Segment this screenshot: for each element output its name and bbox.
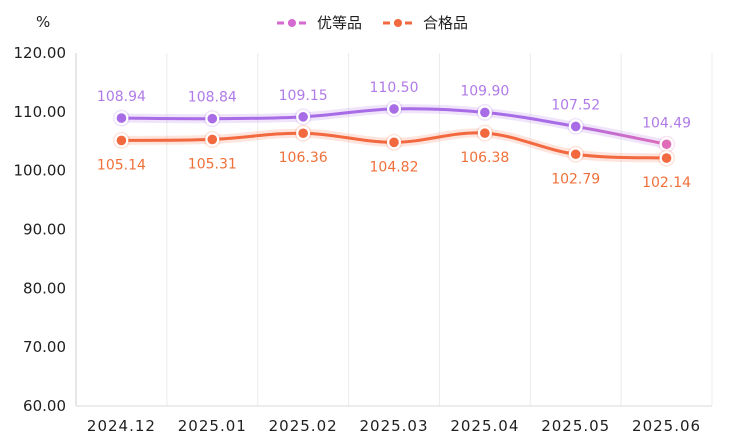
data-labels: 108.94 108.84 109.15 110.50 109.90 107.52 104.…: [97, 80, 691, 191]
y-tick-label: 80.00: [23, 279, 66, 297]
data-label: 105.31: [188, 156, 237, 172]
legend-item[interactable]: 优等品: [277, 14, 362, 32]
series: [112, 100, 676, 167]
data-label: 107.52: [551, 97, 600, 113]
data-label: 106.38: [460, 150, 509, 166]
data-label: 105.14: [97, 157, 146, 173]
data-point[interactable]: [389, 104, 399, 114]
y-tick-label: 120.00: [14, 44, 67, 62]
data-label: 109.90: [460, 83, 509, 99]
data-point[interactable]: [570, 149, 581, 160]
data-label: 108.94: [97, 89, 146, 105]
data-point[interactable]: [661, 153, 672, 163]
y-tick-label: 100.00: [14, 162, 67, 180]
data-point[interactable]: [207, 113, 218, 124]
legend[interactable]: 优等品 合格品: [277, 14, 468, 32]
data-point[interactable]: [298, 128, 308, 139]
data-point[interactable]: [661, 139, 672, 150]
data-label: 106.36: [279, 150, 328, 166]
legend-label: 优等品: [317, 14, 362, 32]
y-tick-label: 70.00: [23, 338, 66, 356]
y-tick-label: 60.00: [23, 397, 66, 415]
legend-marker-icon: [394, 19, 402, 27]
data-label: 102.79: [551, 171, 600, 187]
y-axis-unit-label: %: [36, 13, 50, 31]
data-point[interactable]: [207, 134, 218, 145]
data-point[interactable]: [298, 112, 308, 122]
y-tick-label: 90.00: [23, 221, 66, 239]
y-tick-label: 110.00: [14, 103, 67, 121]
axes: 60.00 70.00 80.00 90.00 100.00 110.00 120.00 20…: [14, 44, 712, 435]
x-tick-label: 2025.06: [632, 417, 701, 435]
data-point[interactable]: [570, 121, 581, 132]
data-label: 110.50: [370, 80, 419, 96]
legend-marker-icon: [288, 19, 296, 27]
data-label: 102.14: [642, 175, 691, 191]
data-label: 109.15: [279, 88, 328, 104]
data-label: 104.49: [642, 115, 691, 131]
data-point[interactable]: [480, 107, 490, 118]
data-label: 108.84: [188, 90, 237, 106]
x-tick-label: 2025.05: [541, 417, 610, 435]
legend-label: 合格品: [423, 14, 468, 32]
data-point[interactable]: [480, 128, 490, 138]
x-tick-label: 2025.01: [178, 417, 247, 435]
x-tick-label: 2025.04: [450, 417, 519, 435]
data-point[interactable]: [116, 113, 127, 123]
x-tick-label: 2025.02: [269, 417, 338, 435]
data-point[interactable]: [389, 137, 399, 148]
legend-item[interactable]: 合格品: [383, 14, 468, 32]
x-tick-label: 2025.03: [359, 417, 428, 435]
x-tick-label: 2024.12: [87, 417, 156, 435]
data-label: 104.82: [370, 159, 419, 175]
data-point[interactable]: [116, 135, 127, 146]
